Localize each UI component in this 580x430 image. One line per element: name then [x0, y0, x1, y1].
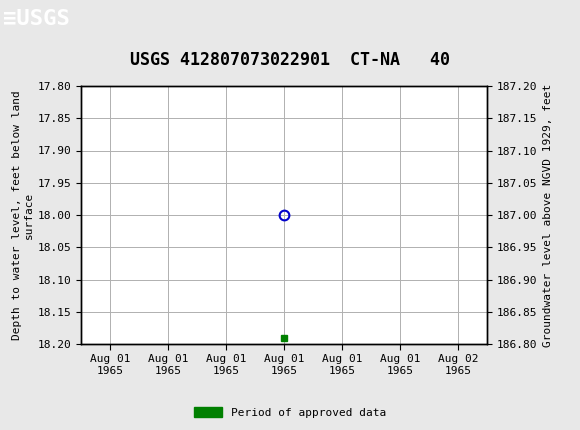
Text: USGS 412807073022901  CT-NA   40: USGS 412807073022901 CT-NA 40 — [130, 51, 450, 69]
Y-axis label: Groundwater level above NGVD 1929, feet: Groundwater level above NGVD 1929, feet — [543, 83, 553, 347]
Legend: Period of approved data: Period of approved data — [190, 403, 390, 422]
Y-axis label: Depth to water level, feet below land
surface: Depth to water level, feet below land su… — [12, 90, 34, 340]
Text: ≡USGS: ≡USGS — [3, 9, 70, 28]
